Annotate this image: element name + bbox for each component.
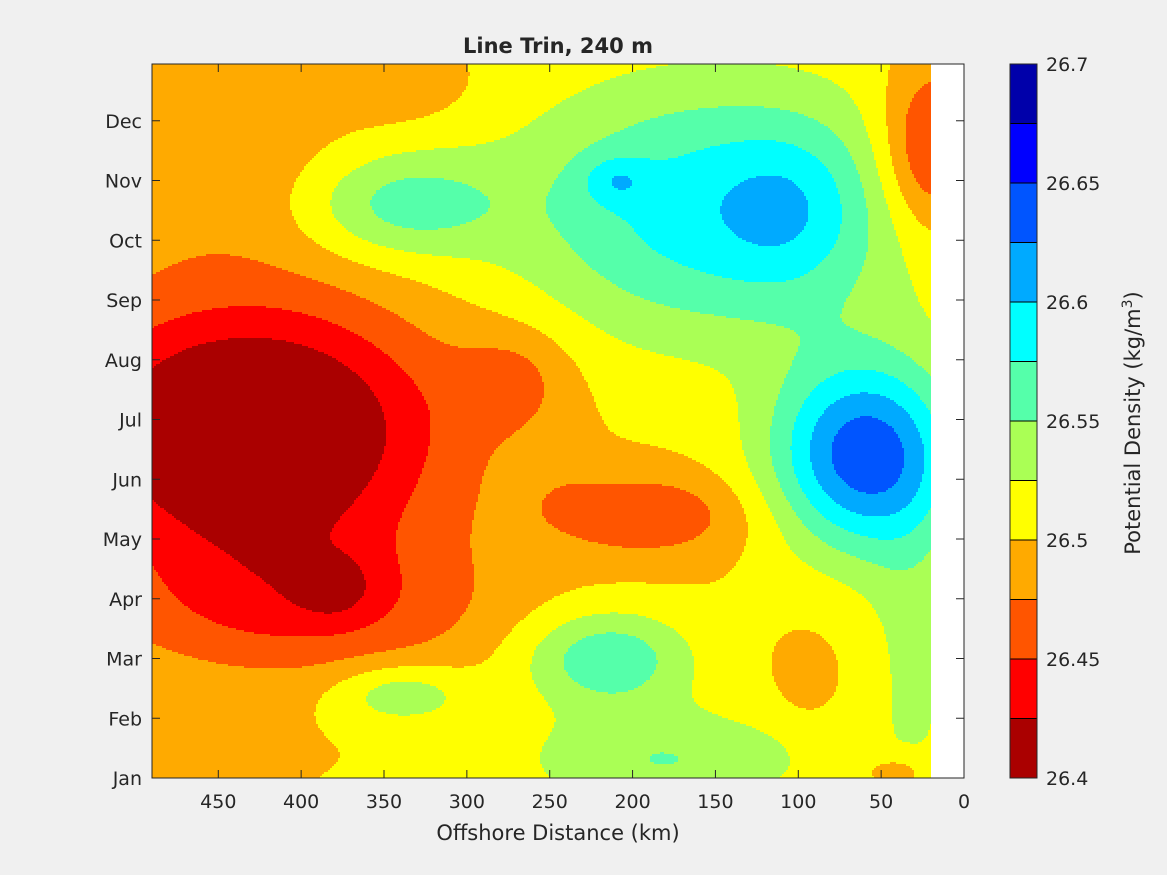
colorbar-tick-label: 26.4 <box>1046 768 1088 790</box>
y-tick-label: Jul <box>118 410 142 432</box>
colorbar: 26.4 26.45 26.5 26.55 26.6 26.65 26.7 <box>1009 54 1100 790</box>
x-tick-label: 300 <box>449 791 485 813</box>
colorbar-label-text: Potential Density (kg/m <box>1121 308 1145 554</box>
colorbar-swatch <box>1010 659 1037 719</box>
colorbar-swatch <box>1010 718 1037 779</box>
chart-title: Line Trin, 240 m <box>463 34 653 58</box>
x-tick-label: 450 <box>200 791 236 813</box>
colorbar-tick-label: 26.6 <box>1046 292 1088 314</box>
colorbar-swatch <box>1010 242 1037 303</box>
colorbar-swatch <box>1010 123 1037 184</box>
y-tick-label: Aug <box>105 350 142 372</box>
x-tick-label: 0 <box>958 791 970 813</box>
y-tick-label: Dec <box>105 111 142 133</box>
y-tick-label: Apr <box>109 589 142 611</box>
colorbar-swatch <box>1010 302 1037 362</box>
colorbar-swatch <box>1010 64 1037 124</box>
colorbar-label: Potential Density (kg/m3) <box>1120 291 1145 555</box>
y-tick-label: Feb <box>108 708 142 730</box>
y-tick-label: Jan <box>112 768 142 790</box>
x-tick-label: 350 <box>366 791 402 813</box>
plot-frame <box>151 63 965 779</box>
colorbar-tick-label: 26.5 <box>1046 530 1088 552</box>
colorbar-frame <box>1009 63 1038 779</box>
colorbar-swatch <box>1010 540 1037 600</box>
colorbar-swatch <box>1010 599 1037 660</box>
contour-fill <box>152 64 931 779</box>
colorbar-tick-label: 26.65 <box>1046 173 1100 195</box>
y-tick-label: Jun <box>111 469 142 491</box>
colorbar-tick-label: 26.55 <box>1046 411 1100 433</box>
y-tick-label: Sep <box>106 290 142 312</box>
x-axis-label: Offshore Distance (km) <box>436 821 679 845</box>
colorbar-label-superscript: 3 <box>1120 299 1136 308</box>
colorbar-swatch <box>1010 361 1037 422</box>
y-tick-label: Mar <box>106 649 142 671</box>
colorbar-tick-label: 26.7 <box>1046 54 1088 76</box>
x-tick-label: 150 <box>697 791 733 813</box>
y-tick-label: Oct <box>109 230 142 252</box>
colorbar-swatch <box>1010 183 1037 243</box>
x-tick-label: 100 <box>780 791 816 813</box>
colorbar-swatch <box>1010 421 1037 481</box>
colorbar-swatch <box>1010 480 1037 541</box>
colorbar-label-suffix: ) <box>1121 291 1145 299</box>
x-tick-label: 250 <box>532 791 568 813</box>
y-tick-label: May <box>103 529 142 551</box>
x-tick-label: 200 <box>614 791 650 813</box>
x-tick-label: 400 <box>283 791 319 813</box>
colorbar-tick-label: 26.45 <box>1046 649 1100 671</box>
x-tick-label: 50 <box>869 791 893 813</box>
y-tick-label: Nov <box>105 171 142 193</box>
axes: 450 400 350 300 250 200 150 100 50 0 Jan Feb Mar Apr M… <box>103 63 970 813</box>
